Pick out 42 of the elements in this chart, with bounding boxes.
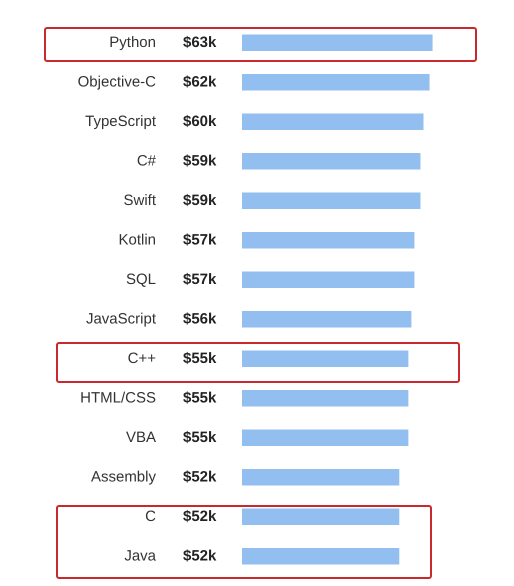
y-tick-label: C — [145, 508, 156, 525]
y-tick-label: Python — [109, 34, 156, 51]
data-label: $55k — [183, 428, 218, 446]
data-label: $52k — [183, 547, 218, 564]
bar — [242, 113, 424, 130]
bar — [242, 74, 430, 91]
y-tick-label: TypeScript — [85, 112, 157, 130]
y-tick-label: Swift — [123, 192, 157, 209]
bar — [242, 310, 412, 328]
data-label: $52k — [183, 468, 218, 486]
y-tick-label: VBA — [126, 428, 156, 446]
data-label: $57k — [183, 270, 218, 288]
data-label: $62k — [183, 73, 218, 90]
data-label: $59k — [183, 192, 218, 209]
data-label: $59k — [183, 152, 218, 170]
data-label: $55k — [183, 389, 218, 406]
bar — [242, 192, 420, 210]
bar — [242, 152, 420, 170]
y-tick-label: Objective-C — [78, 73, 156, 90]
y-tick-label: Java — [124, 547, 157, 564]
bar — [242, 468, 400, 486]
y-tick-label: C++ — [128, 350, 156, 367]
data-label: $55k — [183, 350, 218, 367]
data-label: $56k — [183, 310, 218, 328]
y-tick-label: HTML/CSS — [80, 389, 156, 406]
bar — [242, 350, 408, 368]
y-tick-label: Assembly — [90, 468, 156, 486]
y-tick-label: Kotlin — [118, 231, 156, 248]
y-tick-label: C# — [136, 152, 157, 170]
bar — [242, 34, 433, 52]
bar — [242, 390, 408, 407]
data-label: $63k — [183, 34, 218, 51]
bar — [242, 232, 414, 249]
bar — [242, 508, 400, 526]
bar — [242, 271, 414, 288]
y-tick-label: SQL — [126, 270, 156, 288]
y-tick-label: JavaScript — [86, 310, 157, 328]
data-label: $52k — [183, 508, 218, 525]
bar — [242, 548, 400, 565]
data-label: $60k — [183, 112, 218, 130]
bar — [242, 429, 408, 446]
data-label: $57k — [183, 231, 218, 248]
